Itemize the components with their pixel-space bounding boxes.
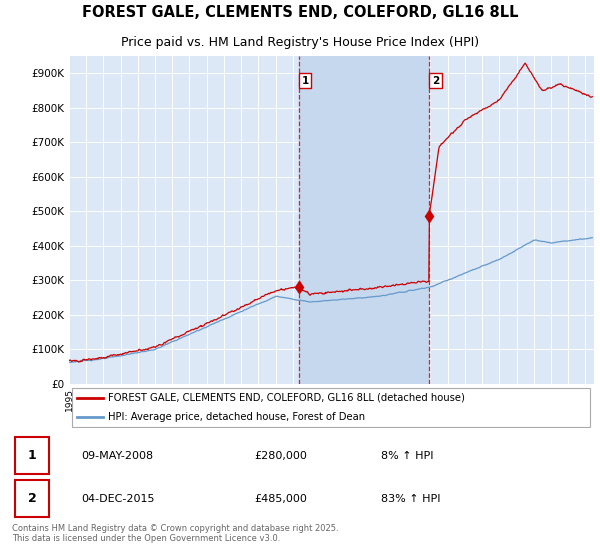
Text: 2: 2 xyxy=(28,492,37,506)
Text: £485,000: £485,000 xyxy=(254,494,307,504)
Text: Contains HM Land Registry data © Crown copyright and database right 2025.
This d: Contains HM Land Registry data © Crown c… xyxy=(12,524,338,543)
Text: 1: 1 xyxy=(28,449,37,463)
Text: £280,000: £280,000 xyxy=(254,451,307,461)
Text: 1: 1 xyxy=(302,76,309,86)
FancyBboxPatch shape xyxy=(15,480,49,517)
Text: FOREST GALE, CLEMENTS END, COLEFORD, GL16 8LL: FOREST GALE, CLEMENTS END, COLEFORD, GL1… xyxy=(82,5,518,20)
FancyBboxPatch shape xyxy=(15,437,49,474)
Text: HPI: Average price, detached house, Forest of Dean: HPI: Average price, detached house, Fore… xyxy=(109,412,365,422)
Text: 83% ↑ HPI: 83% ↑ HPI xyxy=(380,494,440,504)
Text: 09-MAY-2008: 09-MAY-2008 xyxy=(81,451,153,461)
Bar xyxy=(299,56,429,384)
FancyBboxPatch shape xyxy=(71,388,590,427)
Text: FOREST GALE, CLEMENTS END, COLEFORD, GL16 8LL (detached house): FOREST GALE, CLEMENTS END, COLEFORD, GL1… xyxy=(109,393,465,403)
Text: Price paid vs. HM Land Registry's House Price Index (HPI): Price paid vs. HM Land Registry's House … xyxy=(121,35,479,49)
Text: 04-DEC-2015: 04-DEC-2015 xyxy=(81,494,155,504)
Text: 8% ↑ HPI: 8% ↑ HPI xyxy=(380,451,433,461)
Text: 2: 2 xyxy=(431,76,439,86)
